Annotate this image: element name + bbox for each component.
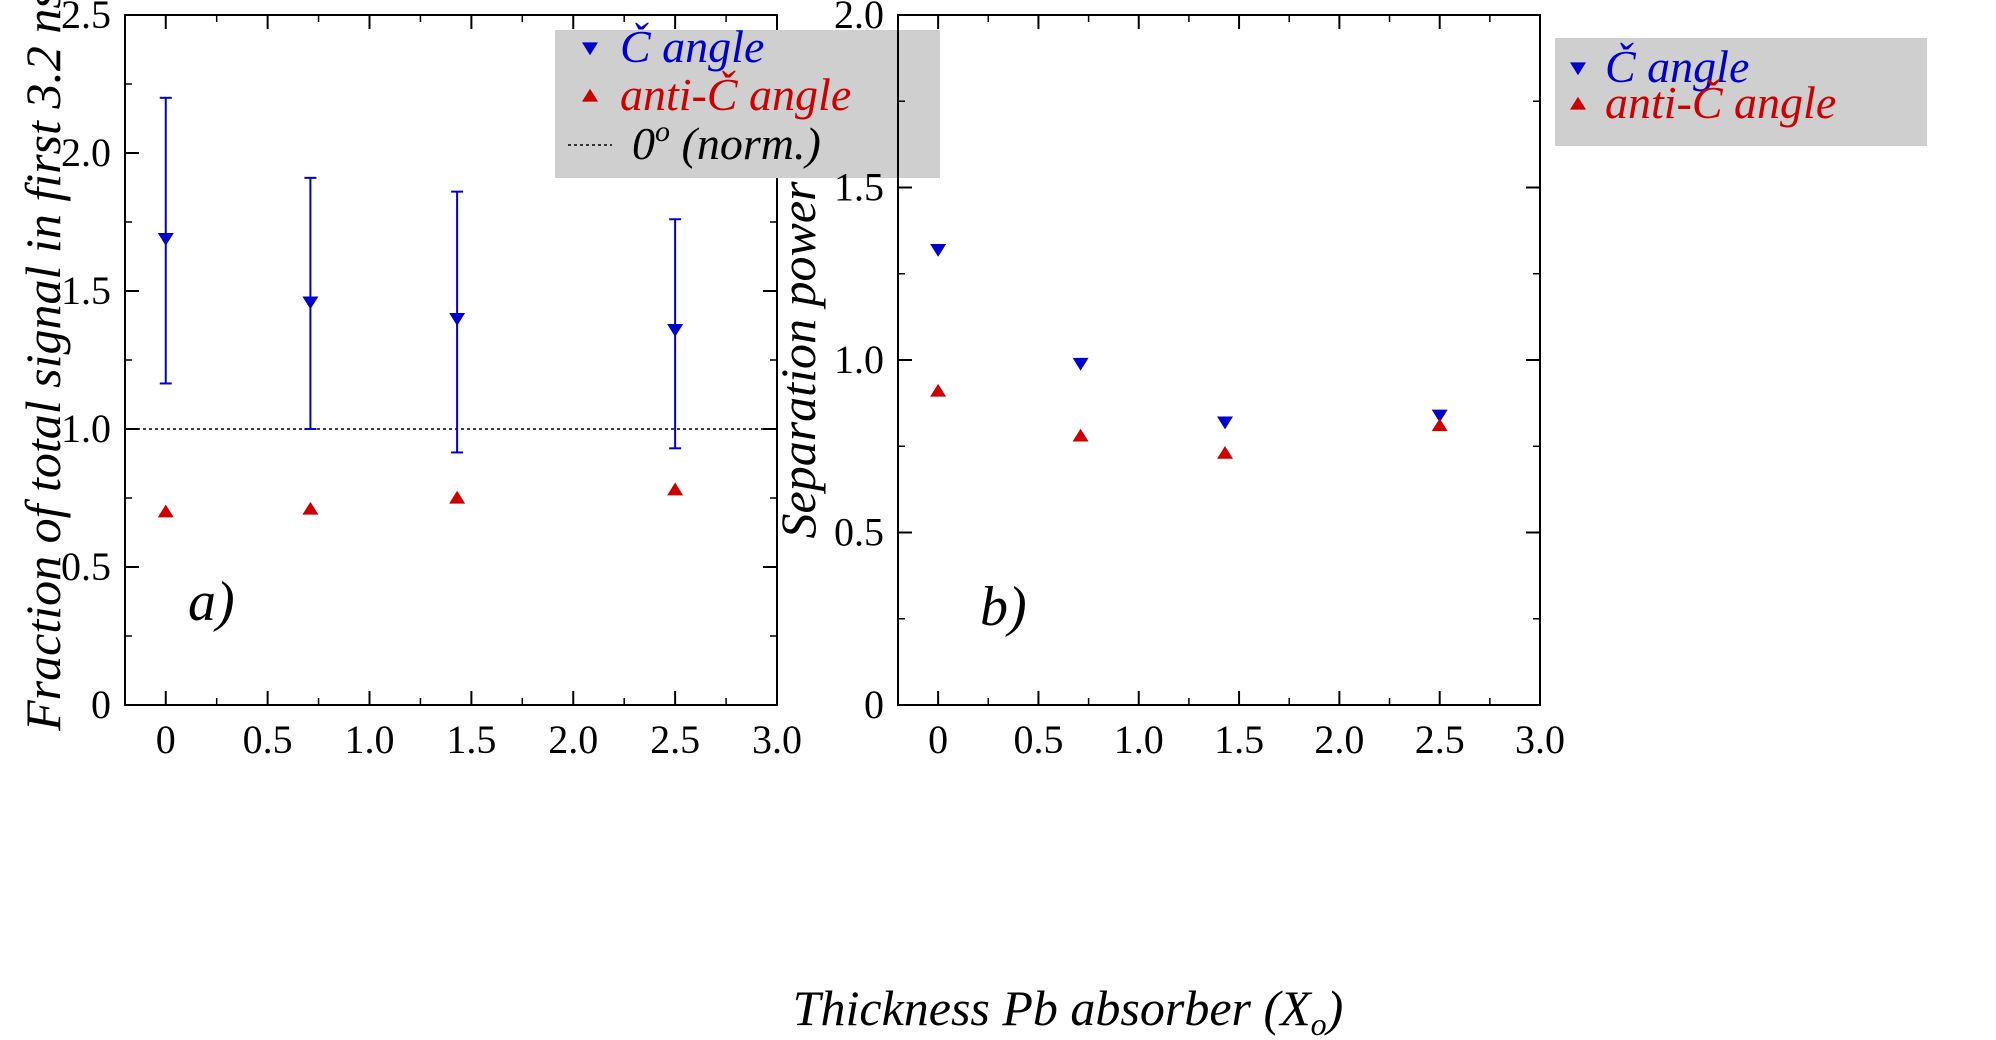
x-axis-title-close: ) (1324, 980, 1344, 1036)
legend-marker (582, 88, 598, 102)
x-tick-label: 1.0 (1114, 717, 1164, 762)
y-tick-label: 1.5 (61, 268, 111, 313)
x-tick-label: 2.5 (650, 717, 700, 762)
legend-marker (1570, 96, 1586, 110)
legend-label: Č angle (1605, 41, 1749, 92)
data-point (930, 244, 947, 257)
y-tick-label: 2.0 (61, 130, 111, 175)
y-tick-label: 0.5 (834, 510, 884, 555)
data-point (1431, 418, 1448, 432)
legend-label: Č angle (620, 21, 764, 72)
x-tick-label: 1.5 (446, 717, 496, 762)
x-tick-label: 0 (156, 717, 176, 762)
data-point (667, 324, 684, 337)
y-tick-label: 0 (91, 682, 111, 727)
panel-b-chart: 0 0.5 1.0 1.5 2.0 2.5 3.0 0 0.5 1.0 1.5 2.0 Separati… (770, 0, 1927, 762)
x-tick-label: 1.5 (1214, 717, 1264, 762)
x-tick-label: 0.5 (243, 717, 293, 762)
x-tick-label: 2.5 (1415, 717, 1465, 762)
data-point (449, 313, 466, 326)
legend-label: anti-Č angle (620, 69, 851, 120)
y-tick-label: 2.0 (834, 0, 884, 37)
y-axis-title: Fraction of total signal in first 3.2 ns (15, 0, 71, 732)
data-point (157, 232, 174, 246)
y-tick-label: 1.0 (834, 337, 884, 382)
x-tick-label: 1.0 (345, 717, 395, 762)
series-anti-c-angle (930, 383, 1448, 459)
data-point (1072, 357, 1089, 371)
x-tick-label: 0 (928, 717, 948, 762)
x-tick-label: 3.0 (752, 717, 802, 762)
x-tick-label: 0.5 (1013, 717, 1063, 762)
panel-a-chart: 0 0.5 1.0 1.5 2.0 2.5 3.000.51.01.52.02.5Fract… (15, 0, 940, 762)
legend-label: 0o (norm.) (632, 115, 821, 169)
legend-label: anti-Č angle (1605, 77, 1836, 128)
x-tick-label: 3.0 (1515, 717, 1565, 762)
data-point (1217, 445, 1234, 459)
y-tick-label: 1.0 (61, 406, 111, 451)
x-axis-title-sub: o (1311, 1006, 1327, 1040)
data-point (930, 383, 947, 397)
legend-marker (1570, 62, 1586, 76)
data-point (1217, 416, 1234, 430)
panel-label: b) (980, 576, 1027, 638)
data-point (302, 501, 319, 515)
series-anti-c-angle (157, 482, 684, 518)
y-tick-label: 2.5 (61, 0, 111, 37)
y-tick-label: 0.5 (61, 544, 111, 589)
data-point (667, 482, 684, 496)
y-axis-title: Separation power (770, 181, 826, 538)
series-c-angle (157, 96, 684, 454)
legend-box (1555, 38, 1927, 146)
data-point (1072, 428, 1089, 442)
x-tick-label: 2.0 (548, 717, 598, 762)
y-tick-label: 1.5 (834, 165, 884, 210)
legend-box (555, 30, 940, 178)
x-axis-title-main: Thickness Pb absorber (X (793, 980, 1313, 1036)
x-tick-label: 2.0 (1314, 717, 1364, 762)
series-c-angle (930, 244, 1448, 430)
x-axis-title: Thickness Pb absorber (Xo) (793, 980, 1344, 1040)
legend-marker (582, 42, 598, 56)
y-tick-label: 0 (864, 682, 884, 727)
panel-label: a) (188, 571, 235, 633)
data-point (449, 490, 466, 504)
data-point (302, 296, 319, 310)
data-point (157, 504, 174, 518)
data-point (1431, 409, 1448, 423)
